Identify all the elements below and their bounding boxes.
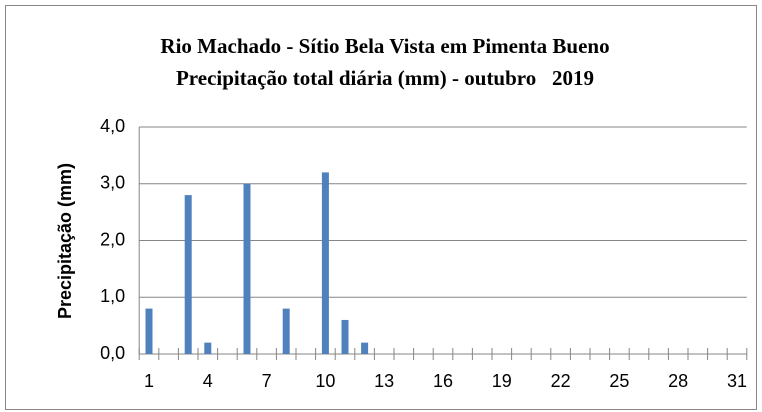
x-tick-label: 25 [609, 371, 629, 391]
y-axis-title: Precipitação (mm) [55, 163, 75, 319]
y-tick-label: 0,0 [100, 343, 125, 363]
x-tick-label: 10 [315, 371, 335, 391]
bar [321, 172, 329, 354]
x-tick-label: 28 [668, 371, 688, 391]
chart-title: Rio Machado - Sítio Bela Vista em Piment… [160, 34, 609, 58]
x-tick-label: 7 [262, 371, 272, 391]
x-tick-label: 22 [551, 371, 571, 391]
x-tick-label: 19 [492, 371, 512, 391]
bar [145, 308, 153, 354]
y-tick-label: 3,0 [100, 173, 125, 193]
x-tick-label: 16 [433, 371, 453, 391]
chart-border [5, 5, 757, 410]
bar [361, 342, 369, 354]
x-tick-label: 31 [727, 371, 747, 391]
bar [341, 319, 349, 354]
y-tick-label: 4,0 [100, 116, 125, 136]
y-tick-label: 2,0 [100, 229, 125, 249]
x-tick-label: 13 [374, 371, 394, 391]
x-tick-label: 4 [203, 371, 213, 391]
bar [184, 195, 192, 354]
y-tick-label: 1,0 [100, 286, 125, 306]
x-tick-label: 1 [144, 371, 154, 391]
bar [204, 342, 212, 354]
bar [243, 183, 251, 354]
chart-subtitle: Precipitação total diária (mm) - outubro… [176, 66, 594, 90]
bar [282, 308, 290, 354]
